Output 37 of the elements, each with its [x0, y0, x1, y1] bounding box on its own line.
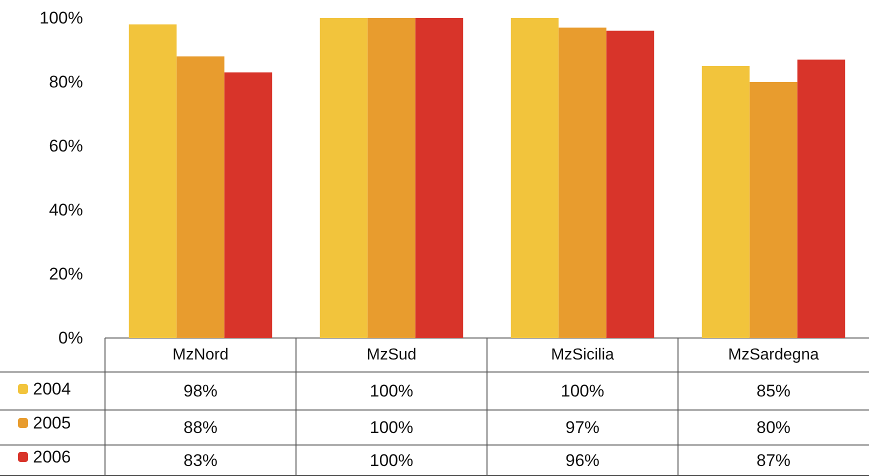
bar	[320, 18, 368, 338]
y-tick-label: 60%	[48, 136, 83, 156]
data-label: 83%	[183, 450, 218, 470]
data-label: 98%	[183, 382, 218, 400]
data-label: 97%	[565, 418, 600, 437]
bar	[702, 66, 750, 338]
bar	[224, 72, 272, 338]
data-label: 88%	[183, 418, 218, 437]
legend-label: 2005	[33, 414, 71, 432]
bar	[606, 30, 654, 338]
data-label: 85%	[756, 382, 791, 400]
data-label: 100%	[370, 450, 414, 470]
bar	[368, 18, 416, 338]
y-tick-label: 80%	[48, 72, 83, 92]
legend-label: 2006	[33, 448, 71, 466]
x-tick-label: MzSardegna	[728, 346, 819, 364]
bar	[128, 24, 177, 338]
y-tick-label: 40%	[48, 200, 83, 220]
legend-label: 2004	[33, 380, 71, 398]
bar	[750, 82, 798, 338]
data-label: 100%	[560, 382, 604, 400]
bar	[415, 18, 464, 338]
bar	[797, 60, 846, 338]
y-tick-label: 20%	[48, 264, 83, 284]
x-tick-label: MzSicilia	[550, 346, 614, 364]
y-tick-label: 100%	[40, 8, 83, 28]
bar	[510, 18, 559, 338]
x-tick-label: MzNord	[172, 346, 229, 364]
data-label: 80%	[756, 418, 791, 437]
bar	[176, 56, 224, 338]
y-tick-label: 0%	[58, 328, 83, 348]
data-label: 100%	[370, 382, 414, 400]
x-tick-label: MzSud	[366, 346, 416, 364]
bar	[558, 28, 606, 338]
data-label: 87%	[756, 450, 791, 470]
data-label: 96%	[565, 450, 600, 470]
data-label: 100%	[370, 418, 414, 437]
